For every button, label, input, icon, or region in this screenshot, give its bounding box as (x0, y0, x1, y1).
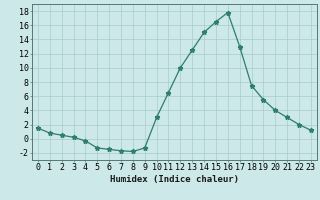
X-axis label: Humidex (Indice chaleur): Humidex (Indice chaleur) (110, 175, 239, 184)
